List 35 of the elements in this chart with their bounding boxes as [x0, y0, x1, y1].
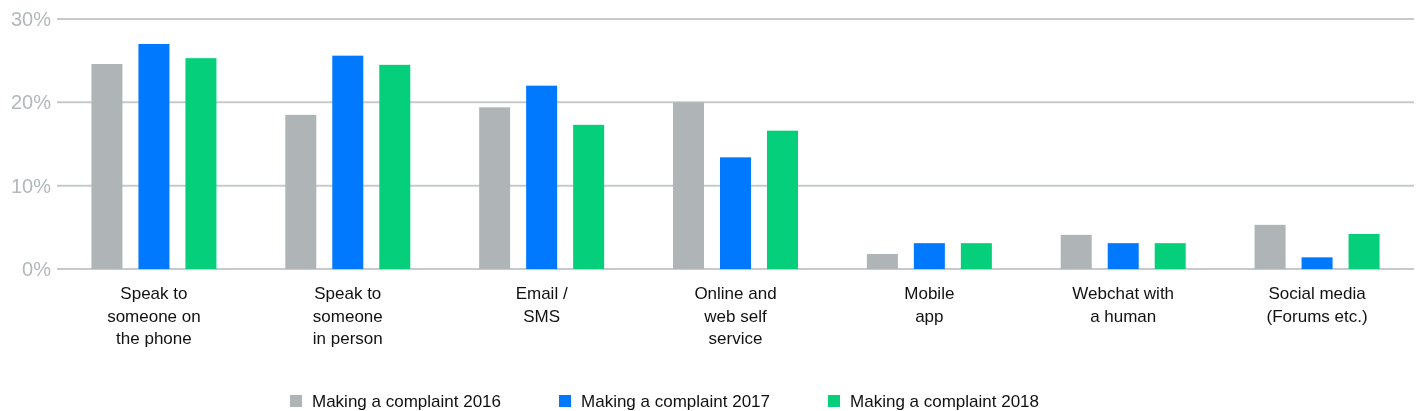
y-tick-label: 0% [22, 257, 52, 280]
y-tick-label: 20% [10, 91, 52, 114]
legend-label: Making a complaint 2018 [850, 391, 1040, 411]
bar [913, 243, 945, 269]
bar [185, 58, 217, 269]
bar [767, 130, 798, 269]
bar [138, 44, 170, 269]
legend-label: Making a complaint 2016 [312, 391, 502, 411]
y-tick-label: 30% [10, 7, 52, 30]
bar [1060, 234, 1092, 269]
bar [332, 55, 364, 269]
x-tick-label: Speak to someone in person [312, 284, 383, 348]
bar [1301, 257, 1333, 269]
bar [479, 107, 511, 269]
bar [526, 85, 558, 269]
bar [1254, 224, 1286, 269]
bar [379, 64, 411, 269]
bar [1154, 243, 1186, 269]
x-tick-label: Mobile app [904, 284, 955, 326]
legend-label: Making a complaint 2017 [581, 391, 771, 411]
x-tick-label: Social media (Forums etc.) [1266, 284, 1368, 326]
x-tick-label: Email / SMS [515, 284, 568, 326]
bar [573, 124, 605, 269]
x-tick-label: Online and web self service [694, 284, 777, 348]
bar [1107, 243, 1139, 269]
x-tick-label: Speak to someone on the phone [107, 284, 201, 348]
y-tick-label: 10% [10, 174, 52, 197]
bar [1348, 234, 1380, 269]
bar [91, 64, 123, 269]
bar [960, 243, 992, 269]
bar [866, 254, 898, 269]
bar [720, 157, 751, 269]
bar [673, 102, 704, 269]
x-tick-label: Webchat with a human [1072, 284, 1175, 326]
bar [285, 114, 317, 269]
